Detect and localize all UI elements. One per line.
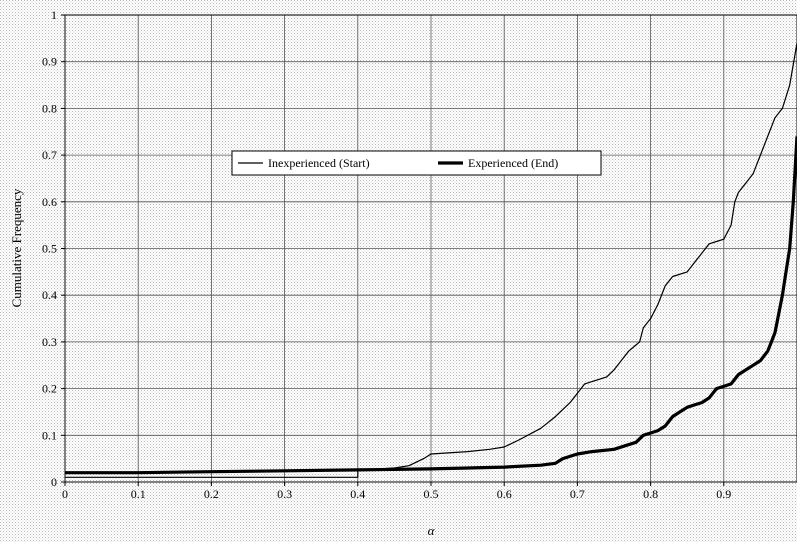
y-tick-label: 1 bbox=[51, 8, 57, 22]
legend-label-experienced: Experienced (End) bbox=[468, 156, 558, 170]
y-tick-label: 0.9 bbox=[42, 55, 57, 69]
legend: Inexperienced (Start) Experienced (End) bbox=[231, 150, 602, 176]
legend-label-inexperienced: Inexperienced (Start) bbox=[268, 156, 370, 170]
x-axis-ticks: 0 0.1 0.2 0.3 0.4 0.5 0.6 0.7 0.8 0.9 bbox=[62, 482, 731, 501]
x-tick-label: 0.8 bbox=[643, 487, 658, 501]
y-tick-label: 0.1 bbox=[42, 428, 57, 442]
y-tick-label: 0.5 bbox=[42, 242, 57, 256]
y-tick-label: 0.2 bbox=[42, 382, 57, 396]
x-tick-label: 0.2 bbox=[204, 487, 219, 501]
series-group bbox=[65, 42, 797, 478]
x-tick-label: 0.7 bbox=[570, 487, 585, 501]
series-line-experienced bbox=[65, 136, 797, 475]
y-axis-ticks: 0 0.1 0.2 0.3 0.4 0.5 0.6 0.7 0.8 0.9 1 bbox=[42, 8, 65, 489]
series-line-inexperienced bbox=[65, 42, 797, 478]
y-tick-label: 0.3 bbox=[42, 335, 57, 349]
x-tick-label: 0.6 bbox=[497, 487, 512, 501]
y-tick-label: 0.6 bbox=[42, 195, 57, 209]
legend-box bbox=[231, 150, 602, 176]
y-axis-title: Cumulative Frequency bbox=[9, 188, 24, 307]
x-tick-label: 0.9 bbox=[716, 487, 731, 501]
x-axis-title: α bbox=[428, 523, 436, 538]
y-tick-label: 0.7 bbox=[42, 148, 57, 162]
y-tick-label: 0 bbox=[51, 475, 57, 489]
y-tick-label: 0.4 bbox=[42, 288, 57, 302]
x-tick-label: 0.3 bbox=[277, 487, 292, 501]
grid bbox=[65, 15, 797, 482]
x-tick-label: 0 bbox=[62, 487, 68, 501]
y-tick-label: 0.8 bbox=[42, 101, 57, 115]
x-tick-label: 0.5 bbox=[424, 487, 439, 501]
x-tick-label: 0.1 bbox=[131, 487, 146, 501]
x-tick-label: 0.4 bbox=[350, 487, 365, 501]
